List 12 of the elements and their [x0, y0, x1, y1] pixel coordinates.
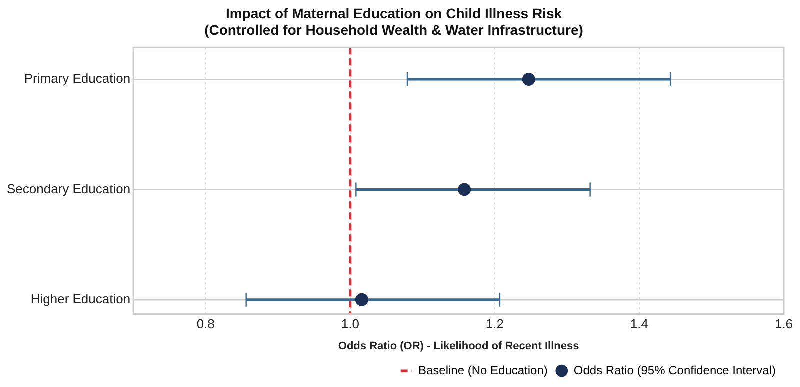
y-tick-label: Primary Education — [24, 71, 131, 86]
x-tick-label: 0.8 — [196, 316, 215, 332]
legend-label: Baseline (No Education) — [418, 363, 548, 378]
legend-label: Odds Ratio (95% Confidence Interval) — [574, 363, 776, 378]
x-tick-label: 1.0 — [341, 316, 360, 332]
x-tick-label: 1.4 — [630, 316, 648, 332]
y-tick-label: Secondary Education — [6, 181, 131, 196]
chart-title: Impact of Maternal Education on Child Illness Risk (Controlled for Household Wealth & Water Infrastructure) — [204, 5, 584, 38]
x-tick-label: 1.2 — [486, 316, 504, 332]
x-axis-title: Odds Ratio (OR) - Likelihood of Recent Illness — [338, 340, 580, 352]
x-tick-label: 1.6 — [774, 316, 794, 332]
y-tick-label: Higher Education — [30, 291, 131, 306]
